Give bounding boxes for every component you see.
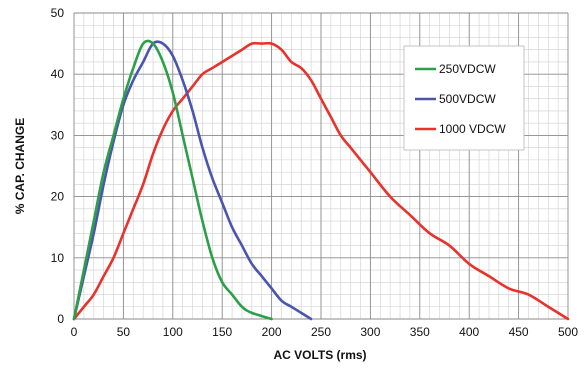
legend-label-500vdcw: 500VDCW bbox=[439, 92, 496, 106]
x-tick-label: 200 bbox=[262, 325, 282, 339]
x-tick-label: 100 bbox=[163, 325, 183, 339]
legend-entries: 250VDCW 500VDCW 1000 VDCW bbox=[415, 62, 506, 136]
x-tick-label: 350 bbox=[410, 325, 430, 339]
y-tick-label: 50 bbox=[51, 6, 65, 20]
y-axis-title: % CAP. CHANGE bbox=[13, 118, 27, 214]
x-tick-label: 400 bbox=[459, 325, 479, 339]
y-tick-label: 30 bbox=[51, 128, 65, 142]
x-tick-label: 50 bbox=[117, 325, 131, 339]
x-tick-label: 150 bbox=[212, 325, 232, 339]
series-line-1000-vdcw bbox=[72, 41, 570, 321]
legend-label-250vdcw: 250VDCW bbox=[439, 62, 496, 76]
series-layer bbox=[72, 39, 570, 321]
legend-label-1000-vdcw: 1000 VDCW bbox=[439, 122, 506, 136]
series-line-250vdcw bbox=[72, 39, 273, 321]
y-tick-label: 20 bbox=[51, 190, 65, 204]
tick-labels: 0 50 100 150 200 250 300 350 400 450 500 0 10 20 30 40 5… bbox=[51, 6, 579, 339]
x-tick-label: 0 bbox=[71, 325, 78, 339]
series-line-500vdcw bbox=[72, 40, 313, 321]
legend: 250VDCW 500VDCW 1000 VDCW bbox=[403, 45, 525, 151]
y-tick-label: 10 bbox=[51, 251, 65, 265]
x-axis-title: AC VOLTS (rms) bbox=[273, 348, 366, 362]
x-tick-label: 250 bbox=[311, 325, 331, 339]
y-tick-label: 0 bbox=[57, 312, 64, 326]
x-tick-label: 450 bbox=[509, 325, 529, 339]
x-tick-label: 300 bbox=[360, 325, 380, 339]
x-tick-label: 500 bbox=[558, 325, 578, 339]
y-tick-label: 40 bbox=[51, 67, 65, 81]
